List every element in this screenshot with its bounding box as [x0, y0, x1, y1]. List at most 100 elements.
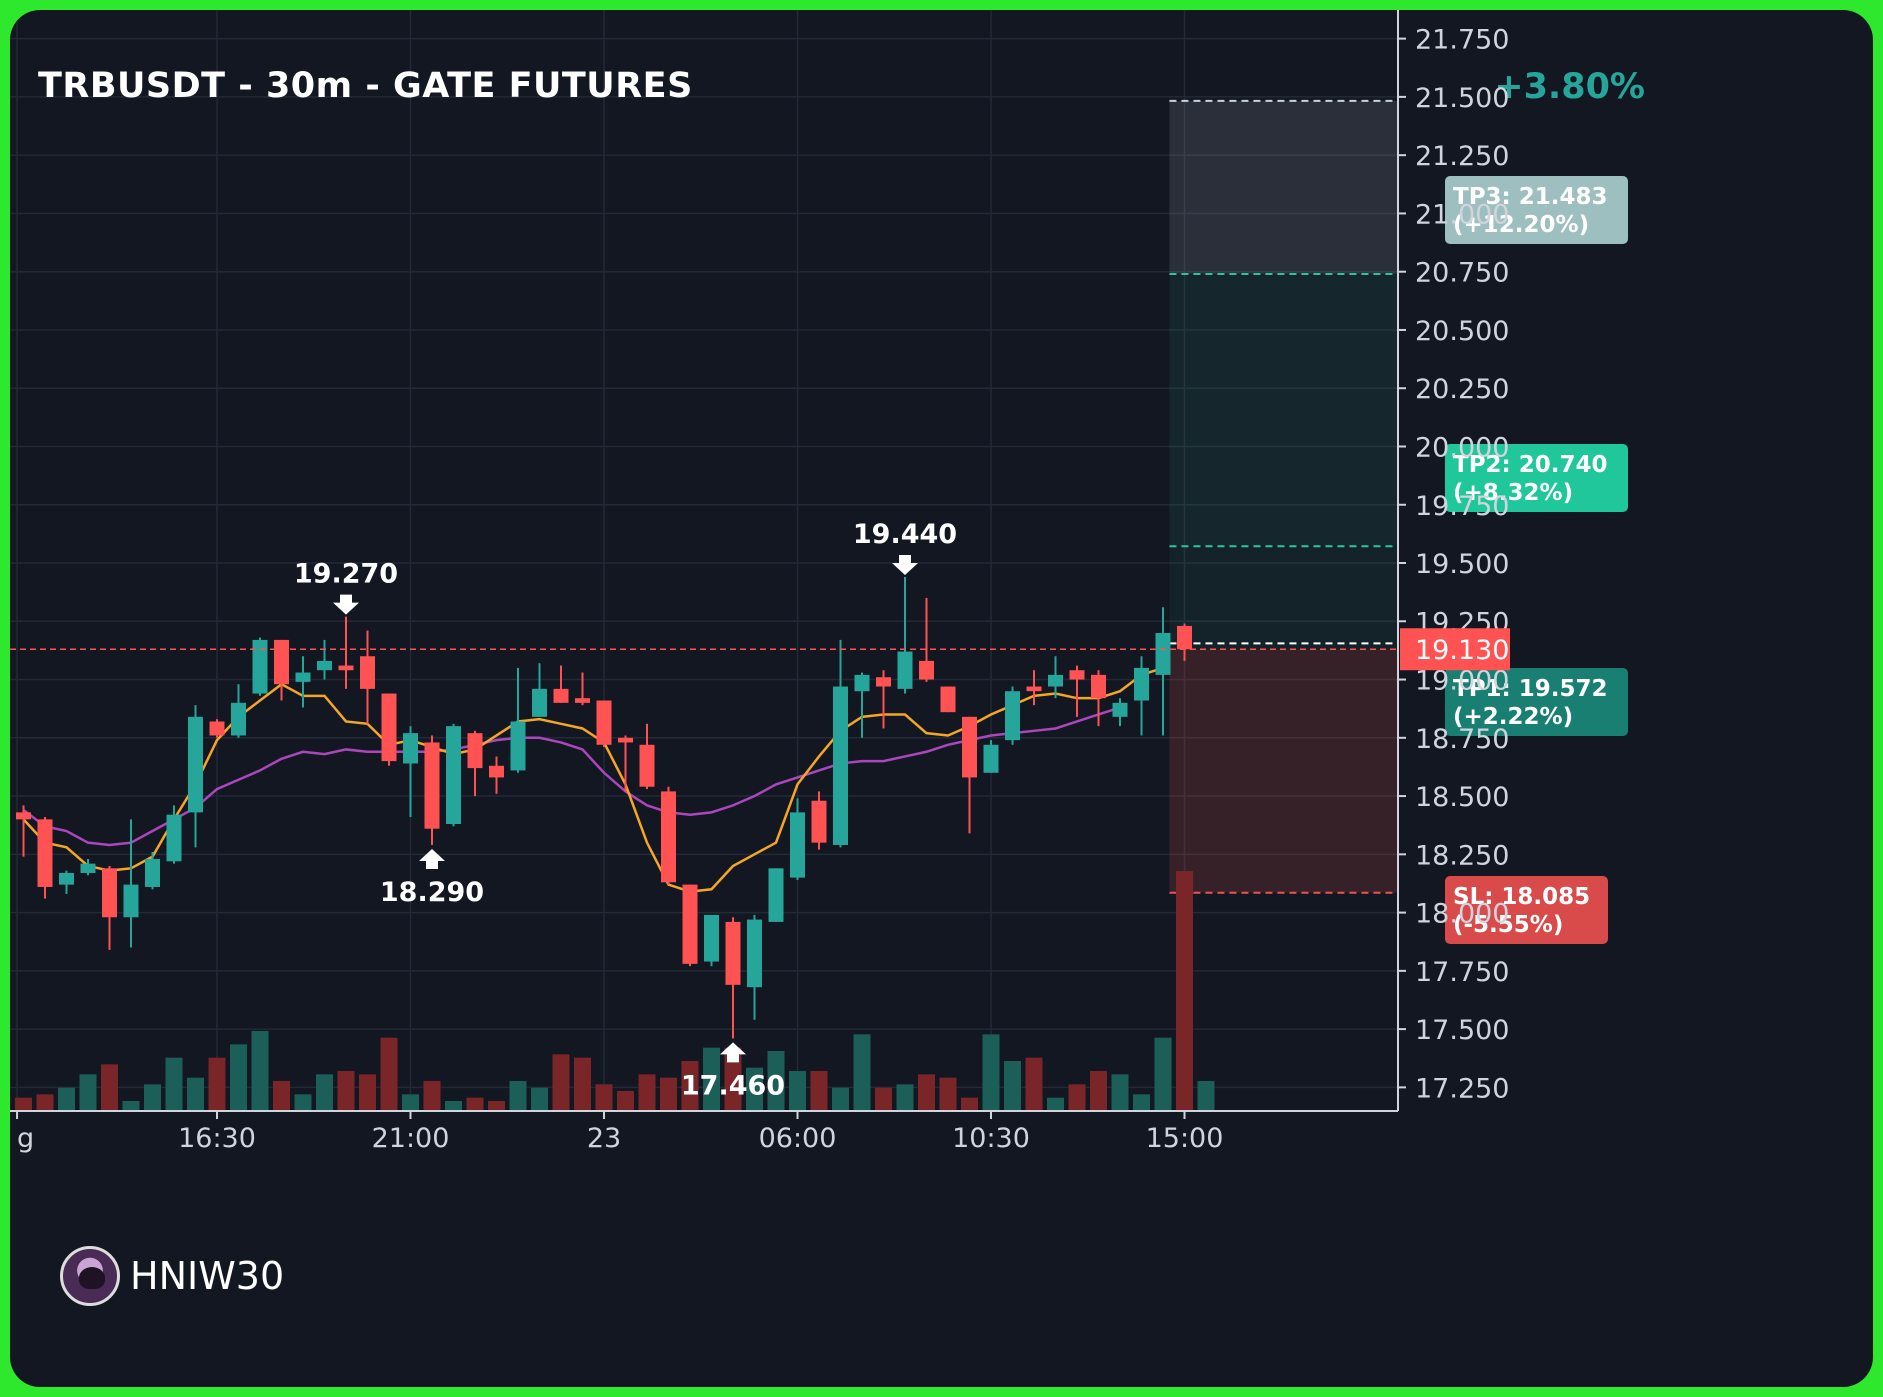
candle [790, 798, 805, 880]
x-tick-label: g [17, 1123, 34, 1154]
volume-bar [853, 1034, 871, 1111]
candle [102, 865, 117, 950]
candle [37, 817, 53, 899]
candle-body [618, 737, 633, 743]
volume-bar [574, 1057, 591, 1111]
candle-body [360, 656, 375, 689]
candle-body [919, 660, 934, 680]
candle-body [725, 921, 741, 985]
candle-body [575, 698, 590, 703]
volume-bar [509, 1081, 527, 1111]
arrow-down-icon [892, 554, 918, 575]
candle-body [704, 914, 719, 962]
candle [166, 805, 182, 864]
y-tick-label: 18.750 [1415, 724, 1509, 755]
arrow-down-icon [333, 594, 359, 615]
x-tick-label: 06:00 [759, 1123, 837, 1154]
volume-bar [767, 1051, 785, 1111]
volume-bar [144, 1084, 161, 1111]
candle [897, 576, 913, 694]
volume-bar [552, 1054, 570, 1111]
candle-body [553, 688, 569, 703]
y-tick-label: 20.500 [1415, 316, 1509, 347]
volume-bar [982, 1034, 1000, 1111]
change-percent: +3.80% [1494, 67, 1645, 107]
y-tick-label: 21.500 [1415, 83, 1509, 114]
volume-bar [316, 1074, 333, 1111]
candle [940, 686, 956, 713]
candle-body [467, 733, 483, 769]
candle-body [489, 765, 504, 778]
chart-frame: 19.270 18.290 17.460 19.440 TP3: 21.483 (+12.… [10, 10, 1873, 1387]
candles [16, 576, 1192, 1039]
candle [1091, 670, 1106, 727]
candle-body [317, 660, 332, 671]
volume-bar [638, 1074, 656, 1111]
arrow-up-icon [419, 849, 445, 870]
grid-lines [10, 10, 1398, 1111]
candle-body [1026, 686, 1042, 692]
candlestick-chart[interactable]: 19.270 18.290 17.460 19.440 TP3: 21.483(+12.… [10, 10, 1873, 1387]
y-tick-label: 17.500 [1415, 1015, 1509, 1046]
candle-body [1155, 632, 1171, 675]
tp2-zone [1169, 274, 1398, 547]
volume-bar [918, 1074, 935, 1111]
y-tick-label: 20.250 [1415, 374, 1509, 405]
volume-bar [1047, 1097, 1064, 1111]
candle-body [854, 674, 870, 692]
candle [403, 726, 418, 818]
volume-bar [337, 1071, 355, 1111]
volume-bar [15, 1097, 32, 1111]
volume-bar [832, 1087, 849, 1111]
tp1-label-pct: (+2.22%) [1453, 704, 1573, 730]
tp3-label-pct: (+12.20%) [1453, 212, 1589, 238]
candle [596, 700, 612, 748]
tp1-zone [1169, 546, 1398, 650]
volume-bar [896, 1084, 914, 1111]
volume-bar [1068, 1084, 1086, 1111]
volume-bar [531, 1087, 548, 1111]
candle [811, 791, 827, 850]
candle [919, 597, 934, 682]
y-tick-label: 19.750 [1415, 491, 1509, 522]
tp3-label-title: TP3: 21.483 [1453, 184, 1608, 210]
volume-bar [703, 1047, 720, 1111]
y-tick-label: 19.000 [1415, 666, 1509, 697]
candle-body [37, 819, 53, 887]
tp1-label-bg [1445, 668, 1628, 736]
x-tick-label: 10:30 [952, 1123, 1030, 1154]
volume-bar [187, 1077, 204, 1111]
candle [274, 639, 289, 701]
candle-body [166, 814, 182, 862]
volume-bar [617, 1091, 634, 1111]
candle-body [295, 672, 311, 682]
candle-body [1091, 674, 1106, 699]
candle-body [639, 744, 655, 787]
volume-bars [15, 871, 1215, 1111]
candle [467, 730, 483, 797]
volume-bar [1025, 1057, 1043, 1111]
volume-bar [208, 1057, 226, 1111]
candle-body [1112, 702, 1128, 717]
candle [145, 851, 160, 890]
candle [876, 670, 891, 729]
y-axis-ticks: 21.750 21.500 21.250 21.000 20.750 20.500 20.2… [1398, 25, 1509, 1104]
x-tick-label: 15:00 [1146, 1123, 1224, 1154]
high-label: 19.270 [294, 559, 398, 590]
candle [1048, 656, 1063, 699]
candle [1155, 607, 1171, 736]
volume-bar [1176, 871, 1193, 1111]
volume-bar [961, 1097, 978, 1111]
candle [854, 672, 870, 738]
candle [424, 735, 440, 846]
candle [532, 663, 547, 717]
candle [553, 665, 569, 703]
candle-body [1177, 625, 1192, 650]
tp1-label: TP1: 19.572(+2.22%) [1445, 668, 1628, 736]
candle-body [1048, 674, 1063, 687]
arrow-up-icon [720, 1042, 746, 1063]
candle-body [811, 800, 827, 843]
annotation-low: 17.460 [681, 1042, 785, 1101]
sl-label-pct: (-5.55%) [1453, 912, 1563, 938]
candle-body [403, 733, 418, 764]
